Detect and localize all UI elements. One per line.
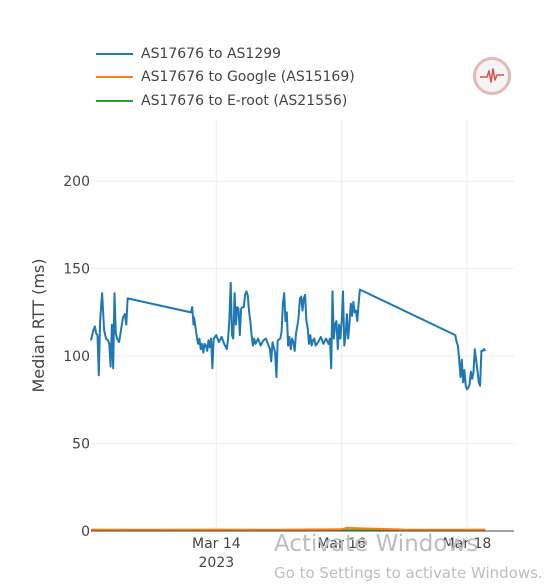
legend-label: AS17676 to E-root (AS21556) (141, 93, 347, 109)
legend-swatch-0 (96, 53, 133, 55)
y-tick-label: 50 (72, 437, 90, 453)
y-tick-label: 0 (81, 524, 90, 540)
legend: AS17676 to AS1299 AS17676 to Google (AS1… (96, 42, 355, 113)
pulse-logo-icon (473, 57, 511, 95)
legend-label: AS17676 to Google (AS15169) (141, 69, 355, 85)
watermark-line2: Go to Settings to activate Windows. (274, 562, 543, 584)
watermark-line1: Activate Windows (274, 530, 543, 558)
y-tick-label: 100 (63, 349, 90, 365)
activate-windows-watermark: Activate Windows Go to Settings to activ… (274, 530, 543, 584)
y-tick-label: 150 (63, 262, 90, 278)
series-line-0 (91, 283, 485, 390)
grid (91, 120, 514, 531)
series-layer (91, 283, 485, 531)
legend-swatch-1 (96, 76, 133, 78)
legend-item[interactable]: AS17676 to AS1299 (96, 42, 355, 66)
y-axis-title: Median RTT (ms) (29, 259, 48, 393)
legend-item[interactable]: AS17676 to Google (AS15169) (96, 66, 355, 90)
legend-item[interactable]: AS17676 to E-root (AS21556) (96, 89, 355, 113)
legend-label: AS17676 to AS1299 (141, 46, 281, 62)
x-tick-sublabel: 2023 (199, 555, 235, 571)
legend-swatch-2 (96, 100, 133, 102)
x-tick-label: Mar 14 (192, 536, 241, 552)
y-tick-label: 200 (63, 174, 90, 190)
